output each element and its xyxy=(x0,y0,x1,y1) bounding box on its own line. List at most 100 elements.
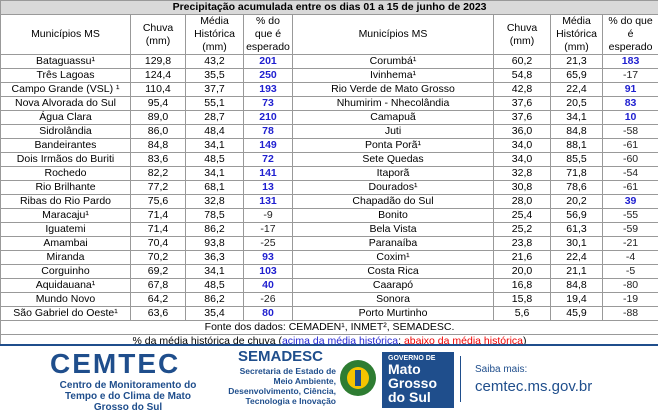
value-cell: 28,0 xyxy=(494,195,551,209)
value-cell: 84,8 xyxy=(131,139,186,153)
value-cell: 78,6 xyxy=(551,181,603,195)
value-cell: 110,4 xyxy=(131,83,186,97)
value-cell: 22,4 xyxy=(551,251,603,265)
percent-cell: -61 xyxy=(603,181,658,195)
percent-cell: 10 xyxy=(603,111,658,125)
value-cell: 21,3 xyxy=(551,55,603,69)
value-cell: 85,5 xyxy=(551,153,603,167)
municipality: Ponta Porã¹ xyxy=(293,139,494,153)
municipality: Corguinho xyxy=(1,265,131,279)
value-cell: 86,2 xyxy=(186,293,244,307)
value-cell: 54,8 xyxy=(494,69,551,83)
percent-cell: 131 xyxy=(244,195,293,209)
value-cell: 23,8 xyxy=(494,237,551,251)
percent-cell: 40 xyxy=(244,279,293,293)
municipality: Amambai xyxy=(1,237,131,251)
value-cell: 84,8 xyxy=(551,279,603,293)
municipality: Nhumirim - Nhecolândia xyxy=(293,97,494,111)
municipality: Ribas do Rio Pardo xyxy=(1,195,131,209)
value-cell: 64,2 xyxy=(131,293,186,307)
municipality: Paranaíba xyxy=(293,237,494,251)
column-header: Municípios MS xyxy=(293,15,494,55)
municipality: Chapadão do Sul xyxy=(293,195,494,209)
value-cell: 48,4 xyxy=(186,125,244,139)
percent-cell: -59 xyxy=(603,223,658,237)
gov-big: Mato Grosso do Sul xyxy=(382,362,448,404)
value-cell: 86,0 xyxy=(131,125,186,139)
value-cell: 34,1 xyxy=(186,167,244,181)
value-cell: 77,2 xyxy=(131,181,186,195)
municipality: Rio Brilhante xyxy=(1,181,131,195)
value-cell: 68,1 xyxy=(186,181,244,195)
percent-cell: -25 xyxy=(244,237,293,251)
value-cell: 84,8 xyxy=(551,125,603,139)
table-title: Precipitação acumulada entre os dias 01 … xyxy=(1,1,658,15)
source-note: Fonte dos dados: CEMADEN¹, INMET², SEMAD… xyxy=(1,321,658,335)
value-cell: 20,5 xyxy=(551,97,603,111)
column-header: Chuva (mm) xyxy=(494,15,551,55)
percent-cell: 78 xyxy=(244,125,293,139)
value-cell: 42,8 xyxy=(494,83,551,97)
percent-cell: 201 xyxy=(244,55,293,69)
municipality: Iguatemi xyxy=(1,223,131,237)
percent-cell: -88 xyxy=(603,307,658,321)
gov-logo: GOVERNO DE Mato Grosso do Sul xyxy=(382,352,454,408)
percent-cell: 210 xyxy=(244,111,293,125)
percent-cell: 13 xyxy=(244,181,293,195)
percent-cell: -21 xyxy=(603,237,658,251)
percent-cell: -54 xyxy=(603,167,658,181)
municipality: Dois Irmãos do Buriti xyxy=(1,153,131,167)
value-cell: 83,6 xyxy=(131,153,186,167)
value-cell: 67,8 xyxy=(131,279,186,293)
value-cell: 25,4 xyxy=(494,209,551,223)
percent-cell: -4 xyxy=(603,251,658,265)
percent-cell: -55 xyxy=(603,209,658,223)
value-cell: 70,2 xyxy=(131,251,186,265)
percent-cell: -5 xyxy=(603,265,658,279)
percent-cell: -26 xyxy=(244,293,293,307)
municipality: Miranda xyxy=(1,251,131,265)
value-cell: 20,0 xyxy=(494,265,551,279)
value-cell: 35,4 xyxy=(186,307,244,321)
percent-cell: -61 xyxy=(603,139,658,153)
percent-cell: -19 xyxy=(603,293,658,307)
value-cell: 20,2 xyxy=(551,195,603,209)
column-header: Média Histórica (mm) xyxy=(551,15,603,55)
percent-cell: 39 xyxy=(603,195,658,209)
value-cell: 15,8 xyxy=(494,293,551,307)
municipality: Coxim¹ xyxy=(293,251,494,265)
municipality: Itaporã xyxy=(293,167,494,181)
percent-cell: 83 xyxy=(603,97,658,111)
value-cell: 86,2 xyxy=(186,223,244,237)
municipality: Água Clara xyxy=(1,111,131,125)
value-cell: 34,0 xyxy=(494,153,551,167)
percent-cell: 72 xyxy=(244,153,293,167)
municipality: Rio Verde de Mato Grosso xyxy=(293,83,494,97)
value-cell: 65,9 xyxy=(551,69,603,83)
percent-cell: 103 xyxy=(244,265,293,279)
column-header: Municípios MS xyxy=(1,15,131,55)
municipality: Corumbá¹ xyxy=(293,55,494,69)
value-cell: 34,1 xyxy=(186,265,244,279)
precip-table: Precipitação acumulada entre os dias 01 … xyxy=(0,0,658,349)
value-cell: 93,8 xyxy=(186,237,244,251)
percent-cell: 91 xyxy=(603,83,658,97)
percent-cell: 193 xyxy=(244,83,293,97)
value-cell: 30,1 xyxy=(551,237,603,251)
value-cell: 71,4 xyxy=(131,209,186,223)
percent-cell: -80 xyxy=(603,279,658,293)
municipality: São Gabriel do Oeste¹ xyxy=(1,307,131,321)
value-cell: 37,7 xyxy=(186,83,244,97)
percent-cell: 183 xyxy=(603,55,658,69)
value-cell: 37,6 xyxy=(494,97,551,111)
